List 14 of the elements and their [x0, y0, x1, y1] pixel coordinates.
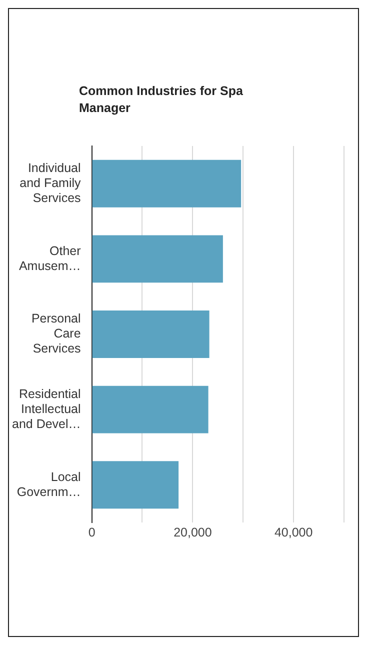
bar	[92, 235, 223, 283]
bar	[92, 310, 210, 358]
y-tick-label: Other Amusem…	[18, 244, 81, 273]
y-tick-label: Individual and Family Services	[20, 161, 82, 206]
x-tick-label: 40,000	[274, 525, 313, 540]
x-tick-label: 20,000	[174, 525, 212, 540]
bar	[92, 461, 179, 509]
bar	[92, 386, 208, 434]
bar	[92, 160, 242, 208]
x-tick-label: 0	[88, 525, 96, 540]
y-tick-label: Local Governm…	[16, 470, 81, 499]
chart-title: Common Industries for Spa Manager	[79, 83, 244, 117]
y-tick-label: Personal Care Services	[31, 312, 81, 356]
y-tick-label: Residential Intellectual and Devel…	[12, 387, 81, 432]
